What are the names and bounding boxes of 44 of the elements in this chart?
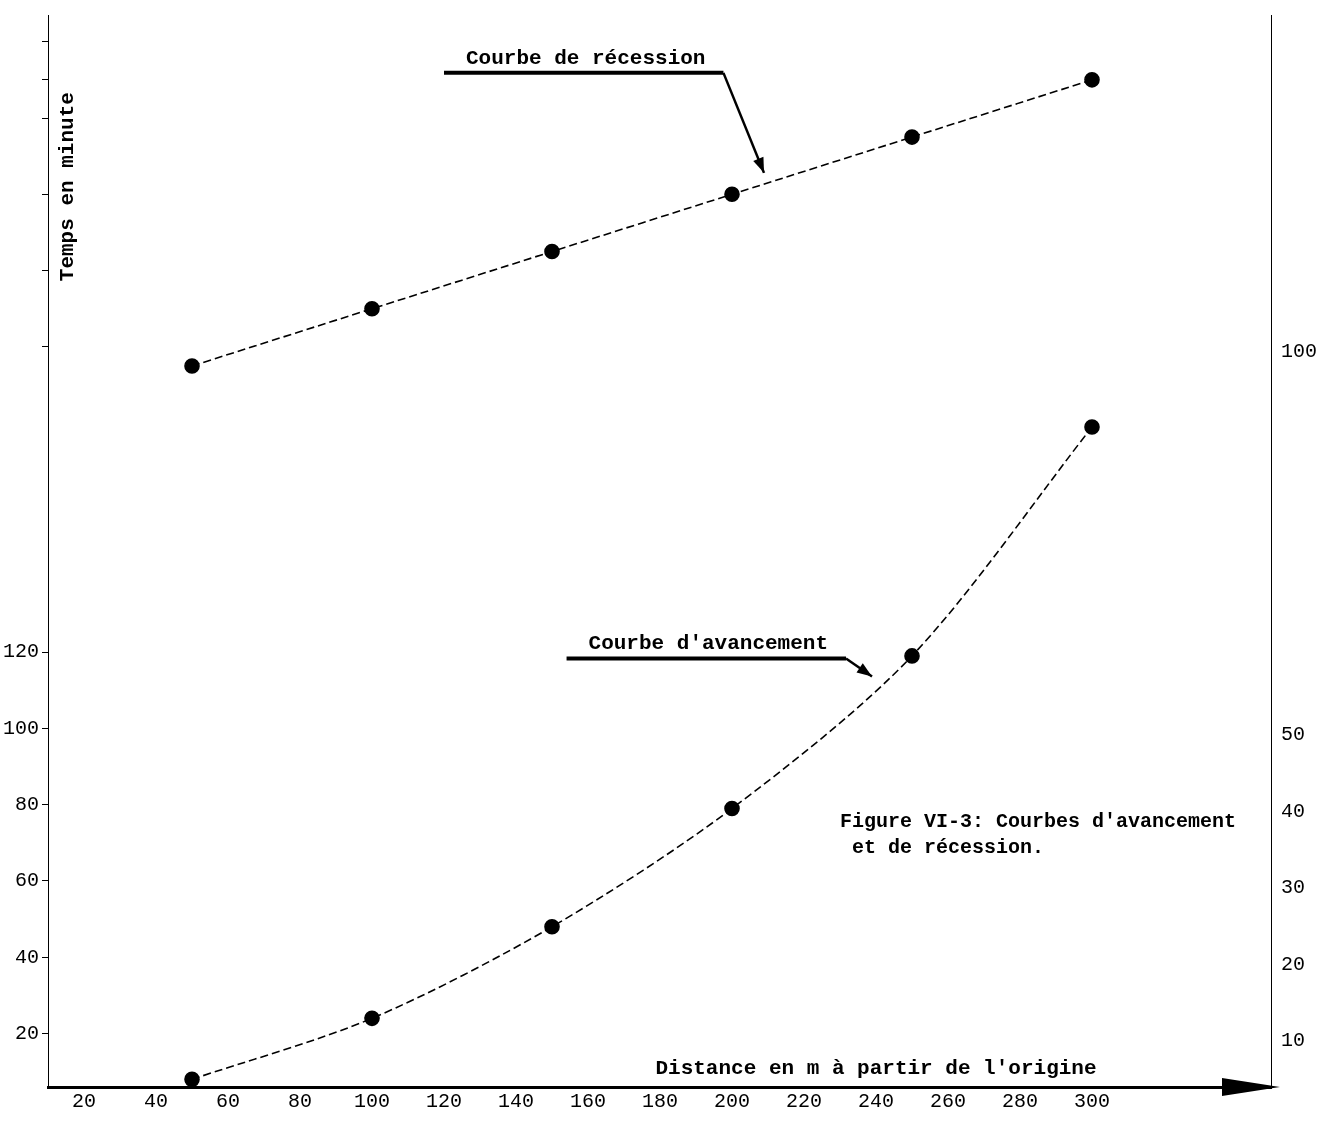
annotation: Figure VI-3: Courbes d'avancement et de récession. (840, 810, 1237, 860)
text: Courbe d'avancement (588, 632, 829, 656)
point (724, 186, 740, 203)
x-tick-label: 160 (569, 1090, 607, 1114)
x-tick-label: 220 (785, 1090, 823, 1114)
x-tick-label: 180 (641, 1090, 679, 1114)
y-tick-label: 80 (14, 792, 40, 816)
x-tick-label: 140 (497, 1090, 535, 1114)
point (364, 1010, 380, 1027)
x-tick-label: 280 (1001, 1090, 1038, 1114)
y2-tick-label: 50 (1280, 723, 1306, 747)
x-tick-label: 200 (713, 1090, 751, 1114)
x-tick-label: 120 (425, 1090, 463, 1114)
x-tick-label: 240 (857, 1090, 895, 1114)
x-tick-label: 260 (929, 1090, 967, 1114)
x-tick-label: 300 (1073, 1090, 1110, 1114)
point (904, 648, 920, 664)
y2-tick-label: 10 (1280, 1029, 1306, 1053)
point (724, 800, 740, 817)
y2-tick-label: 40 (1280, 799, 1306, 823)
point (544, 243, 560, 260)
point (904, 129, 920, 145)
y2-tick-label: 20 (1280, 952, 1306, 976)
y-axis-title: Temps en minute (56, 92, 80, 282)
y2-tick-label: 30 (1280, 876, 1306, 900)
y-tick-label: 120 (2, 640, 40, 664)
x-tick-label: 40 (144, 1090, 169, 1114)
y2-tick-label: 100 (1280, 340, 1318, 364)
point (364, 300, 380, 317)
y-tick-label: 20 (14, 1021, 40, 1045)
point (1084, 419, 1100, 435)
x-tick-label: 60 (216, 1090, 241, 1114)
point (1084, 72, 1100, 88)
x-tick-label: 20 (72, 1090, 97, 1114)
y-tick-label: 60 (14, 869, 40, 893)
y-tick-label: 100 (2, 716, 40, 740)
text: Courbe de récession (466, 46, 706, 70)
x-tick-label: 100 (353, 1090, 391, 1114)
point (184, 1071, 200, 1087)
y-tick-label: 40 (14, 945, 40, 969)
point (184, 358, 200, 374)
x-tick-label: 80 (288, 1090, 313, 1114)
point (544, 918, 560, 935)
x-axis-title: Distance en m à partir de l'origine (655, 1056, 1097, 1080)
